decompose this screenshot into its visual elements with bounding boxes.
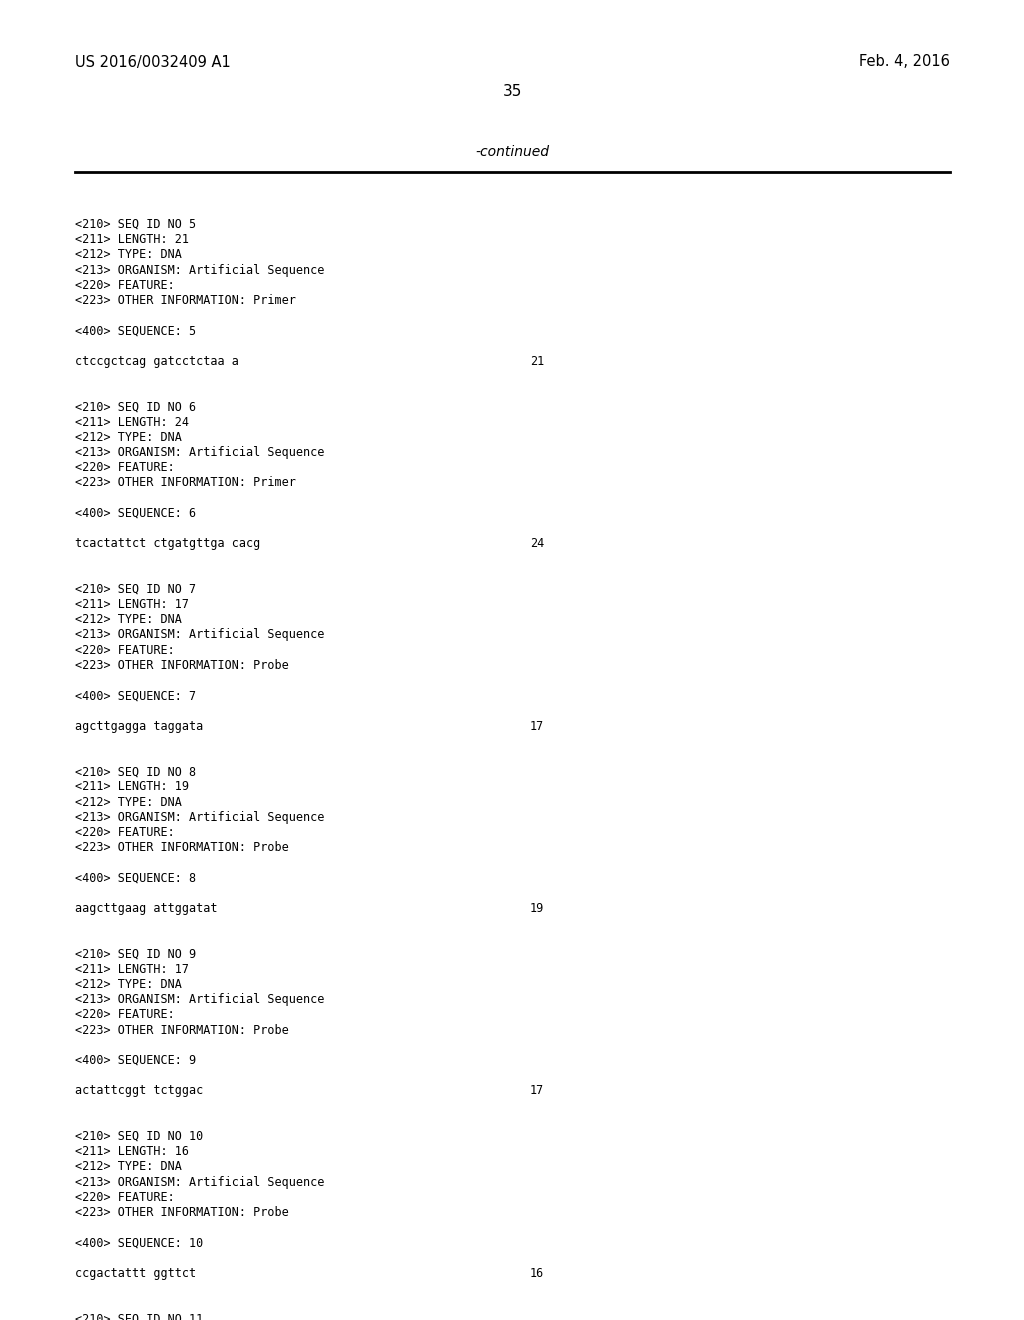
- Text: <223> OTHER INFORMATION: Primer: <223> OTHER INFORMATION: Primer: [75, 477, 296, 490]
- Text: 24: 24: [530, 537, 544, 550]
- Text: 19: 19: [530, 902, 544, 915]
- Text: Feb. 4, 2016: Feb. 4, 2016: [859, 54, 950, 70]
- Text: US 2016/0032409 A1: US 2016/0032409 A1: [75, 54, 230, 70]
- Text: <212> TYPE: DNA: <212> TYPE: DNA: [75, 430, 182, 444]
- Text: <223> OTHER INFORMATION: Primer: <223> OTHER INFORMATION: Primer: [75, 294, 296, 308]
- Text: <212> TYPE: DNA: <212> TYPE: DNA: [75, 248, 182, 261]
- Text: ctccgctcag gatcctctaa a: ctccgctcag gatcctctaa a: [75, 355, 239, 368]
- Text: <213> ORGANISM: Artificial Sequence: <213> ORGANISM: Artificial Sequence: [75, 810, 325, 824]
- Text: <223> OTHER INFORMATION: Probe: <223> OTHER INFORMATION: Probe: [75, 841, 289, 854]
- Text: <212> TYPE: DNA: <212> TYPE: DNA: [75, 614, 182, 626]
- Text: <210> SEQ ID NO 6: <210> SEQ ID NO 6: [75, 400, 197, 413]
- Text: <223> OTHER INFORMATION: Probe: <223> OTHER INFORMATION: Probe: [75, 659, 289, 672]
- Text: <210> SEQ ID NO 7: <210> SEQ ID NO 7: [75, 583, 197, 595]
- Text: <211> LENGTH: 17: <211> LENGTH: 17: [75, 962, 189, 975]
- Text: <213> ORGANISM: Artificial Sequence: <213> ORGANISM: Artificial Sequence: [75, 993, 325, 1006]
- Text: <223> OTHER INFORMATION: Probe: <223> OTHER INFORMATION: Probe: [75, 1023, 289, 1036]
- Text: <212> TYPE: DNA: <212> TYPE: DNA: [75, 796, 182, 809]
- Text: 21: 21: [530, 355, 544, 368]
- Text: <400> SEQUENCE: 7: <400> SEQUENCE: 7: [75, 689, 197, 702]
- Text: <213> ORGANISM: Artificial Sequence: <213> ORGANISM: Artificial Sequence: [75, 446, 325, 459]
- Text: 16: 16: [530, 1267, 544, 1280]
- Text: 17: 17: [530, 1085, 544, 1097]
- Text: 17: 17: [530, 719, 544, 733]
- Text: <212> TYPE: DNA: <212> TYPE: DNA: [75, 978, 182, 991]
- Text: <400> SEQUENCE: 10: <400> SEQUENCE: 10: [75, 1237, 203, 1250]
- Text: <220> FEATURE:: <220> FEATURE:: [75, 279, 175, 292]
- Text: aagcttgaag attggatat: aagcttgaag attggatat: [75, 902, 217, 915]
- Text: <213> ORGANISM: Artificial Sequence: <213> ORGANISM: Artificial Sequence: [75, 628, 325, 642]
- Text: actattcggt tctggac: actattcggt tctggac: [75, 1085, 203, 1097]
- Text: <211> LENGTH: 19: <211> LENGTH: 19: [75, 780, 189, 793]
- Text: <211> LENGTH: 16: <211> LENGTH: 16: [75, 1146, 189, 1158]
- Text: <223> OTHER INFORMATION: Probe: <223> OTHER INFORMATION: Probe: [75, 1206, 289, 1218]
- Text: <213> ORGANISM: Artificial Sequence: <213> ORGANISM: Artificial Sequence: [75, 1176, 325, 1188]
- Text: ccgactattt ggttct: ccgactattt ggttct: [75, 1267, 197, 1280]
- Text: <210> SEQ ID NO 8: <210> SEQ ID NO 8: [75, 766, 197, 779]
- Text: <210> SEQ ID NO 9: <210> SEQ ID NO 9: [75, 948, 197, 961]
- Text: <220> FEATURE:: <220> FEATURE:: [75, 1008, 175, 1022]
- Text: <400> SEQUENCE: 6: <400> SEQUENCE: 6: [75, 507, 197, 520]
- Text: <211> LENGTH: 17: <211> LENGTH: 17: [75, 598, 189, 611]
- Text: <220> FEATURE:: <220> FEATURE:: [75, 826, 175, 840]
- Text: 35: 35: [503, 84, 521, 99]
- Text: agcttgagga taggata: agcttgagga taggata: [75, 719, 203, 733]
- Text: <212> TYPE: DNA: <212> TYPE: DNA: [75, 1160, 182, 1173]
- Text: <220> FEATURE:: <220> FEATURE:: [75, 644, 175, 656]
- Text: <400> SEQUENCE: 9: <400> SEQUENCE: 9: [75, 1053, 197, 1067]
- Text: <210> SEQ ID NO 10: <210> SEQ ID NO 10: [75, 1130, 203, 1143]
- Text: <210> SEQ ID NO 5: <210> SEQ ID NO 5: [75, 218, 197, 231]
- Text: <211> LENGTH: 21: <211> LENGTH: 21: [75, 234, 189, 247]
- Text: tcactattct ctgatgttga cacg: tcactattct ctgatgttga cacg: [75, 537, 260, 550]
- Text: <213> ORGANISM: Artificial Sequence: <213> ORGANISM: Artificial Sequence: [75, 264, 325, 277]
- Text: <220> FEATURE:: <220> FEATURE:: [75, 461, 175, 474]
- Text: <220> FEATURE:: <220> FEATURE:: [75, 1191, 175, 1204]
- Text: <211> LENGTH: 24: <211> LENGTH: 24: [75, 416, 189, 429]
- Text: <400> SEQUENCE: 5: <400> SEQUENCE: 5: [75, 325, 197, 338]
- Text: <210> SEQ ID NO 11: <210> SEQ ID NO 11: [75, 1312, 203, 1320]
- Text: <400> SEQUENCE: 8: <400> SEQUENCE: 8: [75, 871, 197, 884]
- Text: -continued: -continued: [475, 145, 549, 158]
